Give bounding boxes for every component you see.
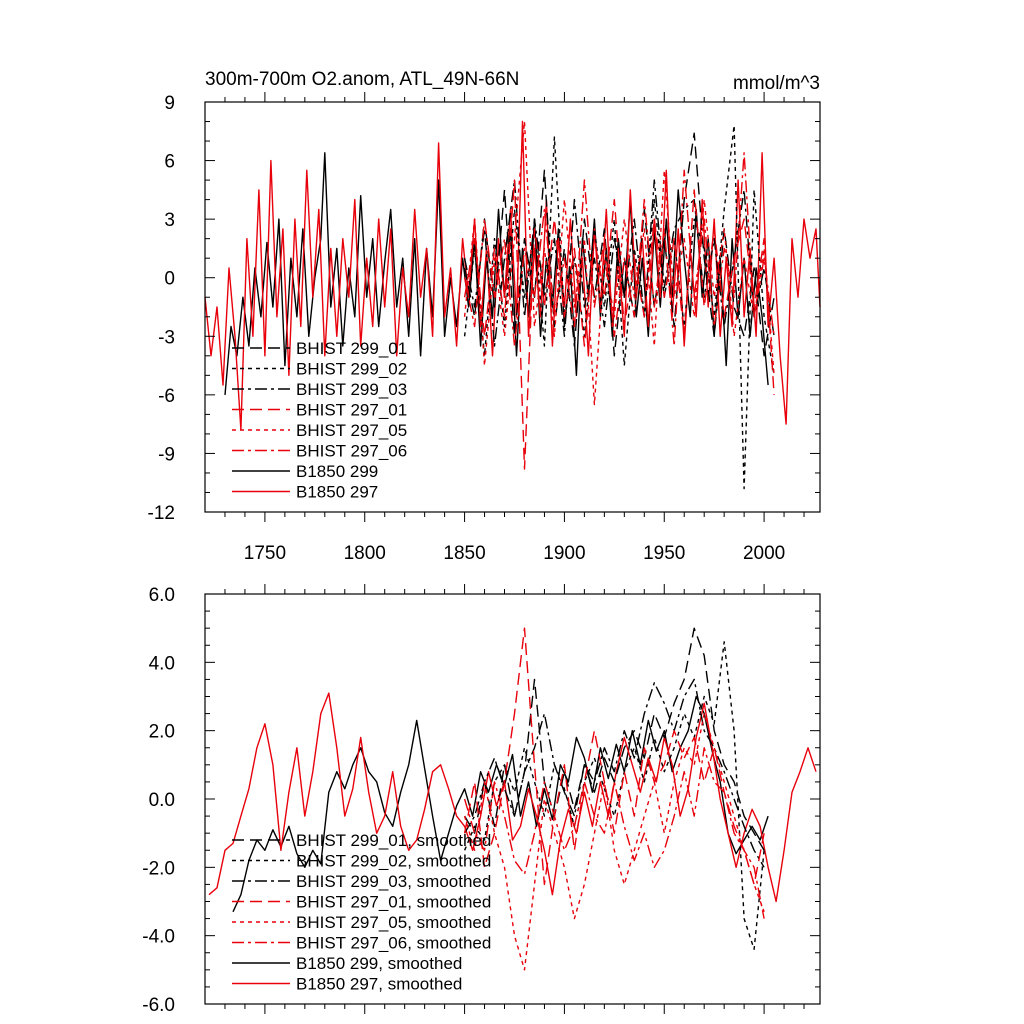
top-ytick-label: -12: [148, 503, 175, 524]
top-series-bhist-297-05: [463, 120, 775, 406]
top-ytick-label: 3: [164, 210, 175, 231]
top-series-bhist-297-01: [463, 179, 775, 470]
top-panel-title: 300m-700m O2.anom, ATL_49N-66N: [205, 69, 519, 90]
bottom-ytick-label: 4.0: [149, 653, 175, 674]
top-legend-label: BHIST 297_01: [296, 401, 407, 420]
bottom-series-bhist-297-05-smoothed: [463, 712, 765, 971]
top-ytick-label: 9: [164, 93, 175, 114]
bottom-panel: 6.0 4.0 2.0 0.0 -2.0 -4.0 -6.0 BHIST 299_01, s…: [142, 584, 821, 1016]
top-legend-label: BHIST 299_01: [296, 339, 407, 358]
bottom-legend-label: BHIST 299_02, smoothed: [296, 852, 491, 871]
bottom-series-b1850-297-smoothed: [208, 692, 817, 903]
bottom-series-bhist-297-01-smoothed: [463, 627, 765, 886]
top-legend-label: BHIST 299_02: [296, 360, 407, 379]
bottom-legend-label: B1850 297, smoothed: [296, 975, 462, 994]
top-legend-label: B1850 299: [296, 462, 378, 481]
top-series-bhist-297-06: [463, 152, 775, 347]
top-xtick-label: 1850: [443, 543, 485, 564]
top-series-b1850-299: [224, 152, 769, 395]
top-series-lines: [204, 120, 821, 490]
bottom-legend-label: BHIST 299_03, smoothed: [296, 872, 491, 891]
bottom-legend: BHIST 299_01, smoothed BHIST 299_02, smoo…: [232, 831, 491, 994]
bottom-legend-label: BHIST 299_01, smoothed: [296, 831, 491, 850]
top-xtick-label: 1900: [543, 543, 585, 564]
top-xtick-label: 1800: [344, 543, 386, 564]
top-legend-label: B1850 297: [296, 483, 378, 502]
bottom-ytick-label: 6.0: [149, 585, 175, 606]
top-xtick-label: 1950: [643, 543, 685, 564]
bottom-ytick-label: 0.0: [149, 790, 175, 811]
top-legend-label: BHIST 297_06: [296, 442, 407, 461]
bottom-ytick-label: -2.0: [142, 858, 175, 879]
bottom-series-bhist-299-03-smoothed: [463, 678, 765, 868]
top-panel: 300m-700m O2.anom, ATL_49N-66N mmol/m^3 …: [148, 69, 821, 564]
top-ytick-label: -9: [158, 444, 175, 465]
bottom-legend-label: B1850 299, smoothed: [296, 954, 462, 973]
bottom-legend-label: BHIST 297_06, smoothed: [296, 934, 491, 953]
top-xtick-label: 1750: [244, 543, 286, 564]
top-ytick-label: -3: [158, 327, 175, 348]
bottom-series-lines: [208, 627, 817, 971]
bottom-ytick-label: -4.0: [142, 927, 175, 948]
top-plot-frame: [204, 101, 821, 513]
bottom-legend-label: BHIST 297_01, smoothed: [296, 893, 491, 912]
top-ytick-label: -6: [158, 386, 175, 407]
bottom-legend-label: BHIST 297_05, smoothed: [296, 913, 491, 932]
top-legend-label: BHIST 297_05: [296, 421, 407, 440]
bottom-plot-frame: [204, 593, 821, 1005]
bottom-series-bhist-299-01-smoothed: [463, 627, 765, 851]
top-legend-label: BHIST 299_03: [296, 380, 407, 399]
top-series-b1850-297: [204, 120, 821, 431]
bottom-series-bhist-299-02-smoothed: [463, 641, 765, 950]
top-ytick-label: 0: [164, 269, 175, 290]
bottom-ytick-label: 2.0: [149, 722, 175, 743]
bottom-ytick-label: -6.0: [142, 995, 175, 1016]
top-axis-ticks: 9 6 3 0 -3 -6 -9 -12 1750 1800 1850 1900 1950 2000: [148, 92, 820, 564]
top-series-bhist-299-01: [463, 132, 775, 357]
top-ytick-label: 6: [164, 152, 175, 173]
top-xtick-label: 2000: [743, 543, 785, 564]
top-panel-units: mmol/m^3: [733, 73, 820, 94]
bottom-axis-ticks: 6.0 4.0 2.0 0.0 -2.0 -4.0 -6.0: [142, 584, 820, 1016]
